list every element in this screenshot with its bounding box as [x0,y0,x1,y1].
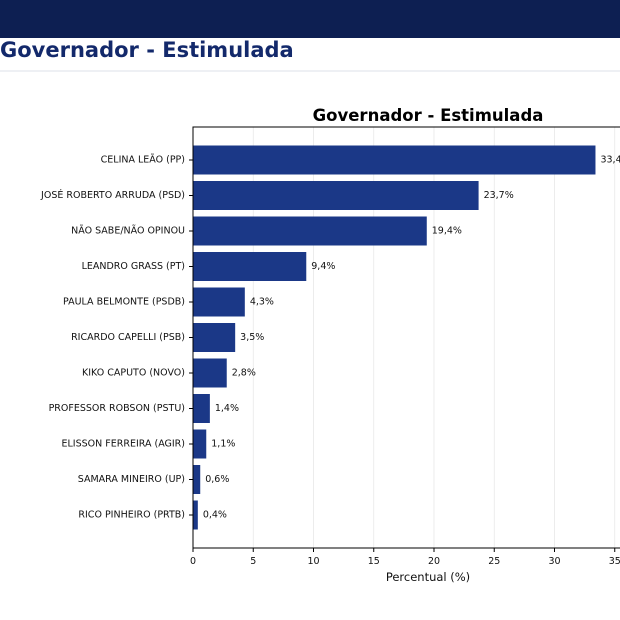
value-label: 0,4% [203,510,227,521]
x-tick-label: 20 [428,556,440,567]
x-tick-label: 15 [368,556,380,567]
bar [193,465,201,494]
value-label: 23,7% [484,190,514,201]
bar [193,181,479,210]
heading-divider [0,70,620,72]
bar [193,145,596,175]
category-label: JOSÉ ROBERTO ARRUDA (PSD) [40,189,185,201]
category-label: ELISSON FERREIRA (AGIR) [62,439,185,450]
bar [193,429,207,459]
top-banner [0,0,620,38]
bar [193,394,210,423]
category-label: PAULA BELMONTE (PSDB) [63,297,185,308]
value-label: 3,5% [240,332,264,343]
value-label: 2,8% [232,368,256,379]
category-label: RICARDO CAPELLI (PSB) [71,332,185,343]
value-label: 9,4% [311,261,335,272]
value-labels: 33,4% 23,7% 19,4% 9,4% 4,3% 3,5% 2,8% 1,4% 1,1% 0… [203,155,620,521]
category-label: PROFESSOR ROBSON (PSTU) [49,403,185,414]
chart-title: Governador - Estimulada [313,106,544,125]
value-label: 4,3% [250,297,274,308]
bar [193,216,427,246]
bar [193,252,307,281]
category-label: SAMARA MINEIRO (UP) [78,474,185,485]
x-tick-label: 0 [190,556,196,567]
value-label: 1,4% [215,403,239,414]
x-tick-label: 25 [488,556,500,567]
bar [193,287,245,317]
x-tick-label: 30 [548,556,560,567]
axes [189,126,620,552]
category-labels: CELINA LEÃO (PP) JOSÉ ROBERTO ARRUDA (PSD… [40,155,185,521]
bar [193,358,227,388]
value-label: 1,1% [211,439,235,450]
category-label: LEANDRO GRASS (PT) [82,261,185,272]
page-title: Governador - Estimulada [0,38,294,62]
x-tick-label: 5 [250,556,256,567]
category-label: CELINA LEÃO (PP) [101,155,185,166]
category-label: RICO PINHEIRO (PRTB) [78,510,185,521]
bar [193,323,236,352]
x-tick-label: 10 [307,556,319,567]
category-label: NÃO SABE/NÃO OPINOU [71,226,185,237]
x-tick-labels: 0 5 10 15 20 25 30 35 [190,556,620,567]
bar [193,500,198,530]
plot-frame [192,126,620,549]
x-axis-label: Percentual (%) [386,570,470,584]
bars [193,145,596,530]
x-tick-label: 35 [609,556,620,567]
value-label: 19,4% [432,226,462,237]
value-label: 0,6% [205,474,229,485]
category-label: KIKO CAPUTO (NOVO) [82,368,185,379]
value-label: 33,4% [600,155,620,166]
